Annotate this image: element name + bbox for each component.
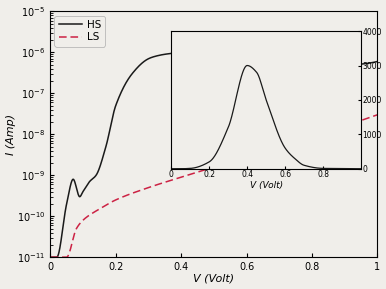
HS [48, 255, 53, 259]
LS [334, 127, 338, 131]
HS [369, 61, 373, 64]
Line: LS: LS [51, 115, 378, 257]
LS [86, 214, 90, 218]
Line: HS: HS [51, 50, 378, 257]
Y-axis label: I (Amp): I (Amp) [5, 114, 15, 155]
HS [228, 48, 232, 52]
X-axis label: V (Volt): V (Volt) [193, 273, 234, 284]
HS [86, 182, 90, 186]
LS [174, 177, 178, 181]
HS [334, 62, 338, 66]
HS [174, 51, 178, 55]
HS [375, 60, 380, 63]
Legend: HS, LS: HS, LS [54, 16, 105, 47]
LS [48, 255, 53, 259]
HS [105, 140, 110, 143]
LS [188, 173, 192, 176]
HS [188, 50, 192, 53]
LS [375, 113, 380, 116]
LS [369, 115, 373, 119]
LS [105, 203, 110, 206]
